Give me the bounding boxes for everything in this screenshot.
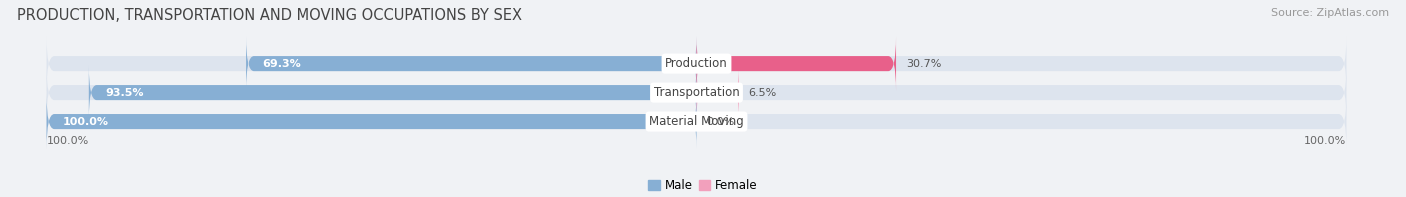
Text: 93.5%: 93.5% <box>105 88 143 98</box>
Text: Material Moving: Material Moving <box>650 115 744 128</box>
FancyBboxPatch shape <box>46 94 1347 149</box>
Text: 30.7%: 30.7% <box>905 59 941 69</box>
Text: Production: Production <box>665 57 728 70</box>
Text: 100.0%: 100.0% <box>63 117 108 126</box>
Text: 100.0%: 100.0% <box>1305 136 1347 146</box>
FancyBboxPatch shape <box>246 36 696 91</box>
FancyBboxPatch shape <box>89 65 696 120</box>
FancyBboxPatch shape <box>696 36 896 91</box>
Text: PRODUCTION, TRANSPORTATION AND MOVING OCCUPATIONS BY SEX: PRODUCTION, TRANSPORTATION AND MOVING OC… <box>17 8 522 23</box>
Text: Source: ZipAtlas.com: Source: ZipAtlas.com <box>1271 8 1389 18</box>
Text: Transportation: Transportation <box>654 86 740 99</box>
Text: 69.3%: 69.3% <box>263 59 301 69</box>
FancyBboxPatch shape <box>696 65 738 120</box>
FancyBboxPatch shape <box>46 36 1347 91</box>
FancyBboxPatch shape <box>46 94 696 149</box>
Text: 0.0%: 0.0% <box>706 117 734 126</box>
FancyBboxPatch shape <box>46 65 1347 120</box>
Text: 6.5%: 6.5% <box>748 88 776 98</box>
Text: 100.0%: 100.0% <box>46 136 89 146</box>
Legend: Male, Female: Male, Female <box>644 175 762 197</box>
